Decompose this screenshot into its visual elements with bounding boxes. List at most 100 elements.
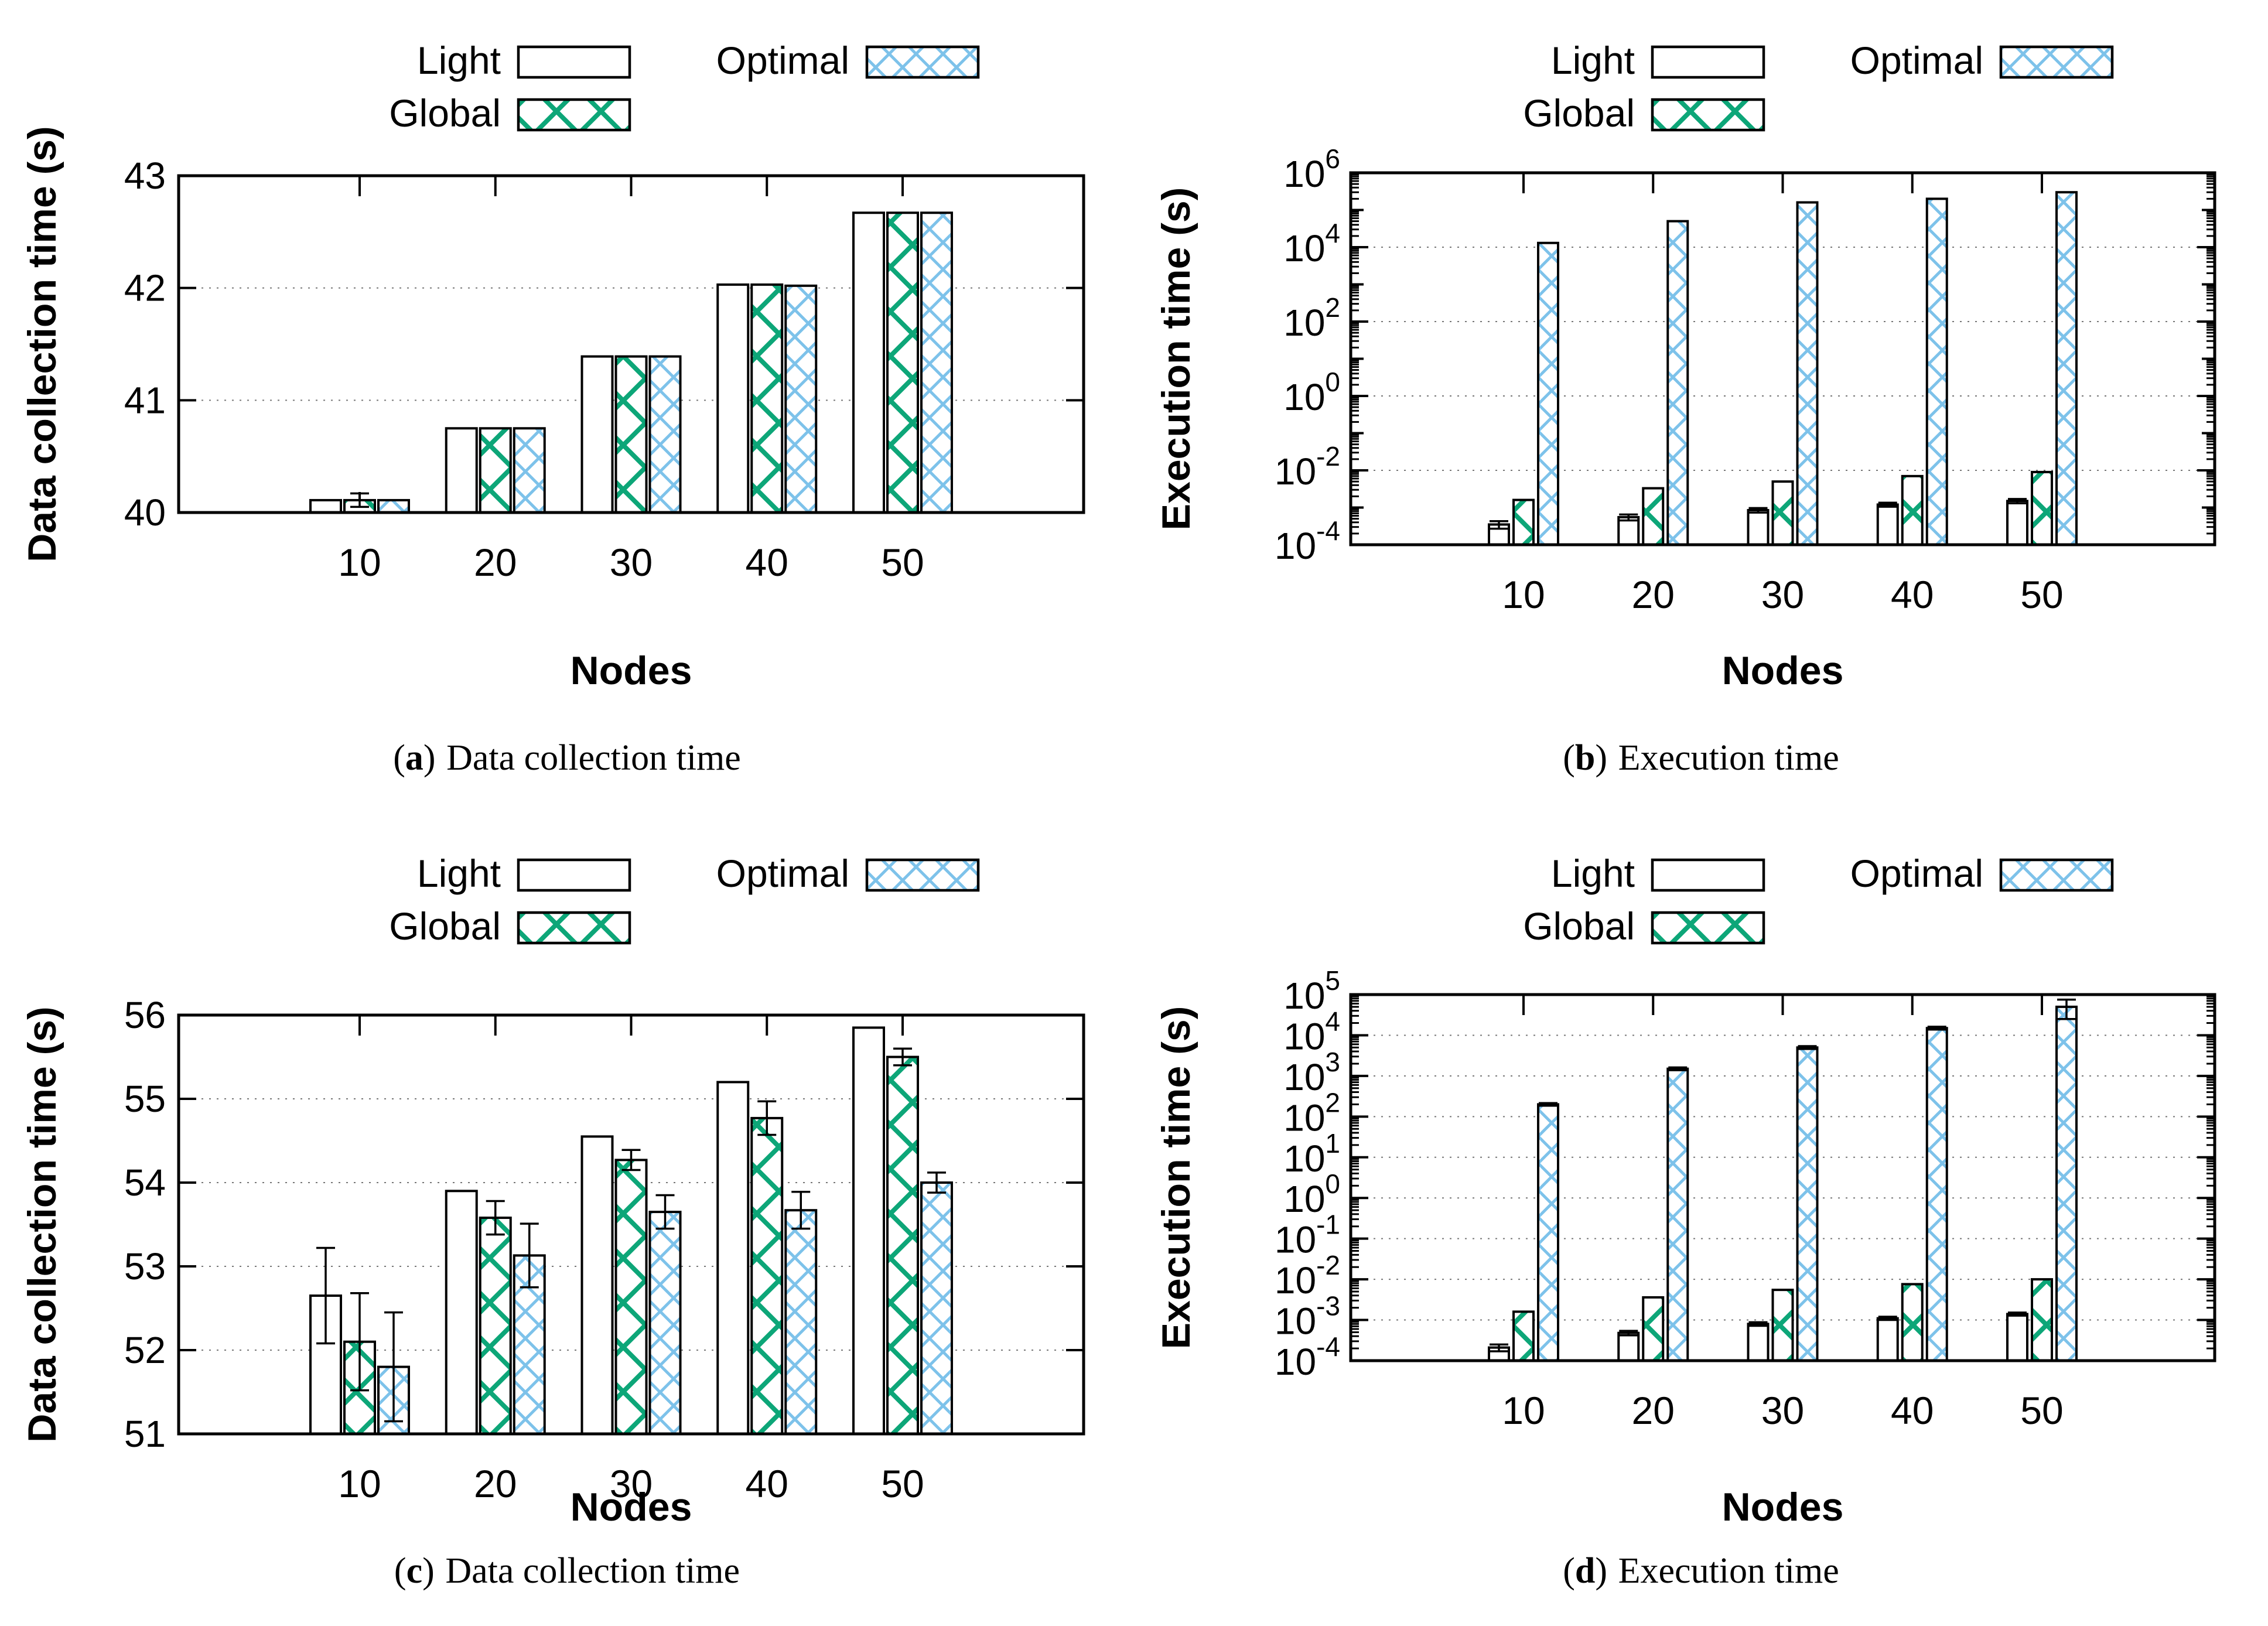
y-axis-title: Data collection time (s) — [20, 1006, 64, 1442]
legend-item-optimal: Optimal — [716, 39, 980, 82]
svg-text:50: 50 — [881, 1462, 924, 1505]
series-global — [343, 211, 919, 514]
x-axis: 10 20 30 40 50 — [338, 1015, 924, 1505]
legend-item-optimal: Optimal — [716, 852, 980, 895]
series-global — [343, 1055, 919, 1436]
caption-open: ( — [1563, 738, 1575, 778]
chart-a-caption: (a) Data collection time — [393, 738, 741, 811]
y-axis-title: Execution time (s) — [1154, 1006, 1198, 1350]
legend-label-optimal: Optimal — [716, 852, 849, 895]
legend-label-optimal: Optimal — [1850, 39, 1983, 82]
plot-border — [1349, 171, 2216, 546]
legend-swatch-light — [517, 858, 631, 892]
legend-item-global: Global — [389, 91, 631, 135]
svg-text:104: 104 — [1283, 218, 1340, 269]
x-axis: 10 20 30 40 50 — [1502, 173, 2064, 616]
legend-label-light: Light — [417, 852, 501, 895]
caption-open: ( — [394, 1551, 407, 1591]
legend-item-global: Global — [389, 904, 631, 948]
legend-label-global: Global — [389, 91, 501, 135]
legend: Light Optimal Global — [389, 39, 980, 135]
chart-c-caption: (c) Data collection time — [394, 1551, 740, 1624]
legend-label-optimal: Optimal — [716, 39, 849, 82]
legend-label-global: Global — [1523, 91, 1635, 135]
legend-swatch-global — [1651, 98, 1765, 132]
chart-c-canvas: 51 52 53 54 55 56 10 20 30 40 50 Data collection ti… — [20, 852, 1085, 1529]
legend-item-global: Global — [1523, 91, 1765, 135]
error-bars — [1490, 498, 2027, 530]
bar-light — [310, 500, 341, 513]
caption-close: ) — [1595, 1551, 1608, 1591]
caption-letter: c — [406, 1551, 423, 1591]
svg-text:50: 50 — [2020, 1389, 2063, 1432]
subplot-b: 10-4 10-2 100 102 104 106 10 20 30 40 50 Execution … — [1134, 0, 2268, 813]
svg-text:50: 50 — [2020, 573, 2063, 616]
caption-close: ) — [422, 1551, 435, 1591]
caption-text: Execution time — [1618, 738, 1839, 778]
svg-text:56: 56 — [124, 994, 166, 1036]
legend-swatch-light — [1651, 858, 1765, 892]
caption-close: ) — [423, 738, 436, 778]
y-axis-title: Execution time (s) — [1154, 187, 1198, 531]
bar-light — [2007, 1314, 2027, 1361]
bar-light — [1618, 1333, 1639, 1361]
legend-swatch-light — [517, 45, 631, 79]
caption-letter: b — [1574, 738, 1596, 778]
plot-border — [1349, 993, 2216, 1362]
svg-text:50: 50 — [881, 541, 924, 584]
x-axis-title: Nodes — [1722, 1485, 1844, 1529]
svg-text:30: 30 — [1761, 573, 1804, 616]
error-bars — [1490, 998, 2076, 1352]
subplot-d: 10-4 10-3 10-2 10-1 100 101 102 103 104 105 10 20 30… — [1134, 813, 2268, 1626]
caption-text: Data collection time — [445, 1551, 740, 1591]
chart-a-canvas: 40 41 42 43 10 20 30 40 50 Data collection time (… — [20, 39, 1085, 693]
svg-text:40: 40 — [746, 1462, 788, 1505]
caption-open: ( — [1563, 1551, 1575, 1591]
bar-light — [718, 284, 749, 513]
legend: Light Optimal Global — [1523, 852, 2114, 948]
caption-open: ( — [393, 738, 405, 778]
svg-text:41: 41 — [124, 379, 166, 421]
svg-text:20: 20 — [1632, 1389, 1675, 1432]
svg-text:20: 20 — [474, 1462, 517, 1505]
svg-text:40: 40 — [1891, 573, 1934, 616]
svg-text:40: 40 — [1891, 1389, 1934, 1432]
bar-light — [2007, 501, 2027, 545]
legend-label-light: Light — [1551, 39, 1635, 82]
legend-item-light: Light — [417, 852, 631, 895]
svg-text:10: 10 — [1502, 1389, 1545, 1432]
series-light — [309, 1026, 885, 1435]
legend-swatch-optimal — [865, 45, 980, 79]
svg-text:106: 106 — [1283, 144, 1340, 195]
legend-swatch-optimal — [1999, 45, 2114, 79]
svg-text:10-2: 10-2 — [1275, 441, 1340, 493]
svg-text:100: 100 — [1283, 367, 1340, 418]
legend-label-light: Light — [1551, 852, 1635, 895]
bar-light — [446, 428, 477, 513]
svg-text:30: 30 — [1761, 1389, 1804, 1432]
series-light — [309, 211, 885, 514]
svg-text:54: 54 — [124, 1162, 166, 1204]
bar-light — [582, 356, 613, 513]
legend-item-light: Light — [1551, 852, 1765, 895]
bar-light — [853, 213, 884, 513]
legend-item-optimal: Optimal — [1850, 39, 2114, 82]
bar-light — [1877, 504, 1898, 545]
svg-text:52: 52 — [124, 1329, 166, 1371]
y-axis-title: Data collection time (s) — [20, 126, 64, 562]
series-global — [1512, 470, 2053, 546]
x-axis: 10 20 30 40 50 — [1502, 995, 2064, 1432]
bar-light — [718, 1082, 749, 1434]
series-optimal — [1537, 1005, 2078, 1362]
legend-swatch-optimal — [865, 858, 980, 892]
svg-text:30: 30 — [610, 1462, 653, 1505]
plot-border — [177, 1013, 1085, 1436]
bar-light — [446, 1191, 477, 1434]
svg-text:10-4: 10-4 — [1275, 515, 1340, 567]
legend-item-light: Light — [1551, 39, 1765, 82]
legend-label-global: Global — [389, 904, 501, 948]
bar-light — [1748, 1324, 1768, 1361]
caption-text: Execution time — [1618, 1551, 1839, 1591]
